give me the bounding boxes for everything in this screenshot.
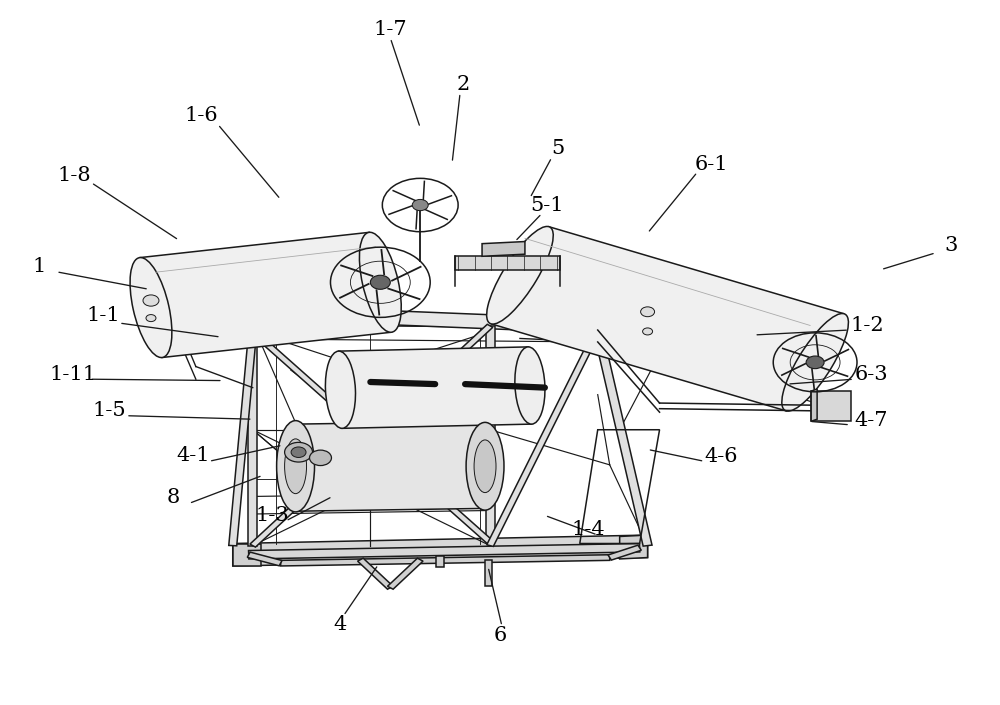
Circle shape [370,275,390,289]
Polygon shape [388,558,423,589]
Polygon shape [248,331,257,546]
Text: 2: 2 [456,75,470,94]
Circle shape [143,295,159,306]
Ellipse shape [474,440,496,493]
Polygon shape [339,347,532,429]
Text: 1-11: 1-11 [50,365,97,384]
Ellipse shape [466,422,504,510]
Ellipse shape [515,347,545,424]
Ellipse shape [277,421,315,512]
Text: 1-1: 1-1 [86,307,120,326]
Text: 4-1: 4-1 [176,446,210,465]
Text: 4: 4 [334,615,347,634]
Text: 1-5: 1-5 [92,400,126,419]
Ellipse shape [487,226,553,324]
Polygon shape [247,552,282,566]
Polygon shape [229,331,257,546]
Polygon shape [608,545,641,560]
Polygon shape [250,324,493,547]
Circle shape [412,200,428,211]
Text: 8: 8 [166,489,180,508]
Text: 6-1: 6-1 [695,155,728,174]
Text: 1-7: 1-7 [373,20,407,39]
Polygon shape [486,326,495,542]
Ellipse shape [285,442,313,462]
Text: 4-6: 4-6 [705,447,738,466]
Ellipse shape [130,257,172,357]
Ellipse shape [310,450,331,465]
Ellipse shape [359,232,401,332]
Circle shape [641,307,655,317]
Ellipse shape [325,351,355,429]
Polygon shape [358,558,393,589]
Text: 5-1: 5-1 [530,195,564,214]
Ellipse shape [284,424,308,511]
Circle shape [643,328,653,335]
Text: 3: 3 [944,236,957,255]
Ellipse shape [291,447,306,458]
Ellipse shape [285,439,307,493]
Ellipse shape [782,314,848,411]
Polygon shape [491,227,844,411]
Polygon shape [233,544,261,566]
Polygon shape [455,256,560,269]
Polygon shape [593,329,652,546]
Polygon shape [811,391,851,422]
Polygon shape [620,535,648,559]
Text: 1-4: 1-4 [571,520,605,539]
Polygon shape [294,422,486,511]
Polygon shape [196,310,779,345]
Polygon shape [811,389,817,422]
Ellipse shape [473,422,497,508]
Text: 6: 6 [493,626,507,645]
Polygon shape [487,329,601,546]
Polygon shape [233,535,648,566]
Text: 1-8: 1-8 [57,166,91,185]
Text: 5: 5 [551,140,564,159]
Text: 6-3: 6-3 [854,365,888,384]
Circle shape [146,314,156,321]
Text: 4-7: 4-7 [854,411,888,430]
Polygon shape [482,242,525,257]
Polygon shape [249,544,640,559]
Polygon shape [250,330,493,544]
Text: 1-3: 1-3 [256,506,290,525]
Polygon shape [140,233,391,357]
Text: 1: 1 [33,257,46,276]
Text: 1-2: 1-2 [850,317,884,336]
Polygon shape [485,560,492,586]
Polygon shape [436,556,444,567]
Circle shape [806,356,824,369]
Polygon shape [281,555,610,566]
Text: 1-6: 1-6 [184,106,218,125]
